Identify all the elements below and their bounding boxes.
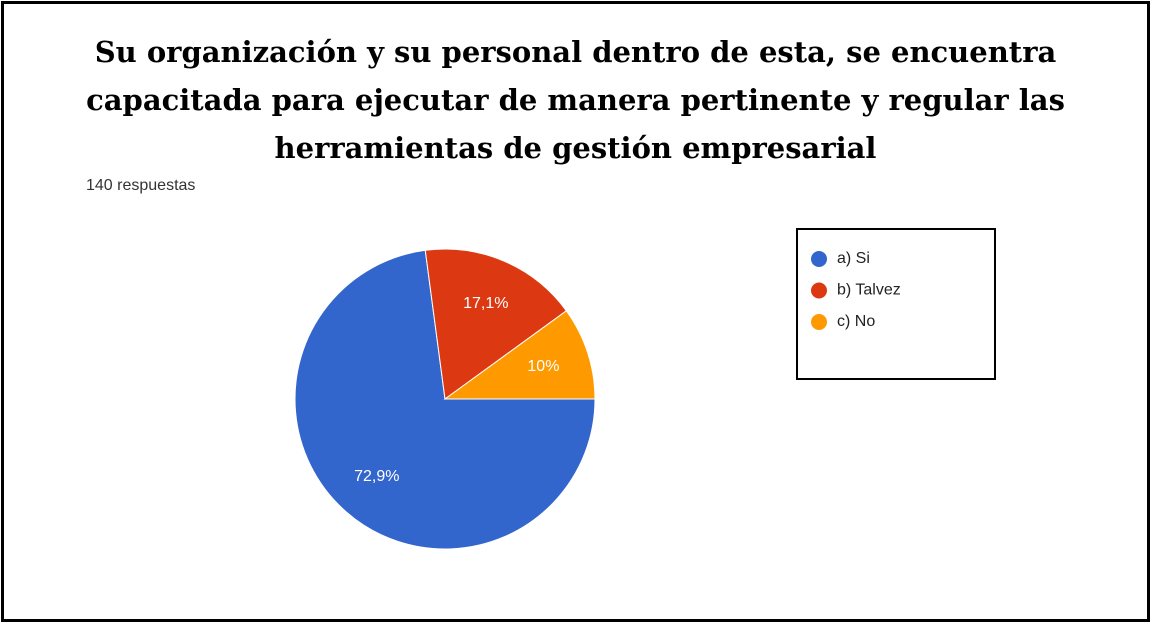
pie-slice [294,249,596,550]
slice-label: 10% [527,358,559,375]
legend-box [796,228,996,380]
legend-label: b) Talvez [837,282,901,299]
slice-label: 17,1% [463,295,508,312]
legend-marker [811,314,827,330]
slice-label: 72,9% [354,468,399,485]
pie-slice [443,310,596,400]
legend-label: c) No [837,313,875,330]
pie-slice [424,248,568,400]
subtitle: 140 respuestas [86,177,195,194]
legend-label: a) Si [837,250,870,267]
legend-marker [811,282,827,299]
chart-title: Su organización y su personal dentro de … [86,35,1065,165]
legend-marker [811,251,827,267]
